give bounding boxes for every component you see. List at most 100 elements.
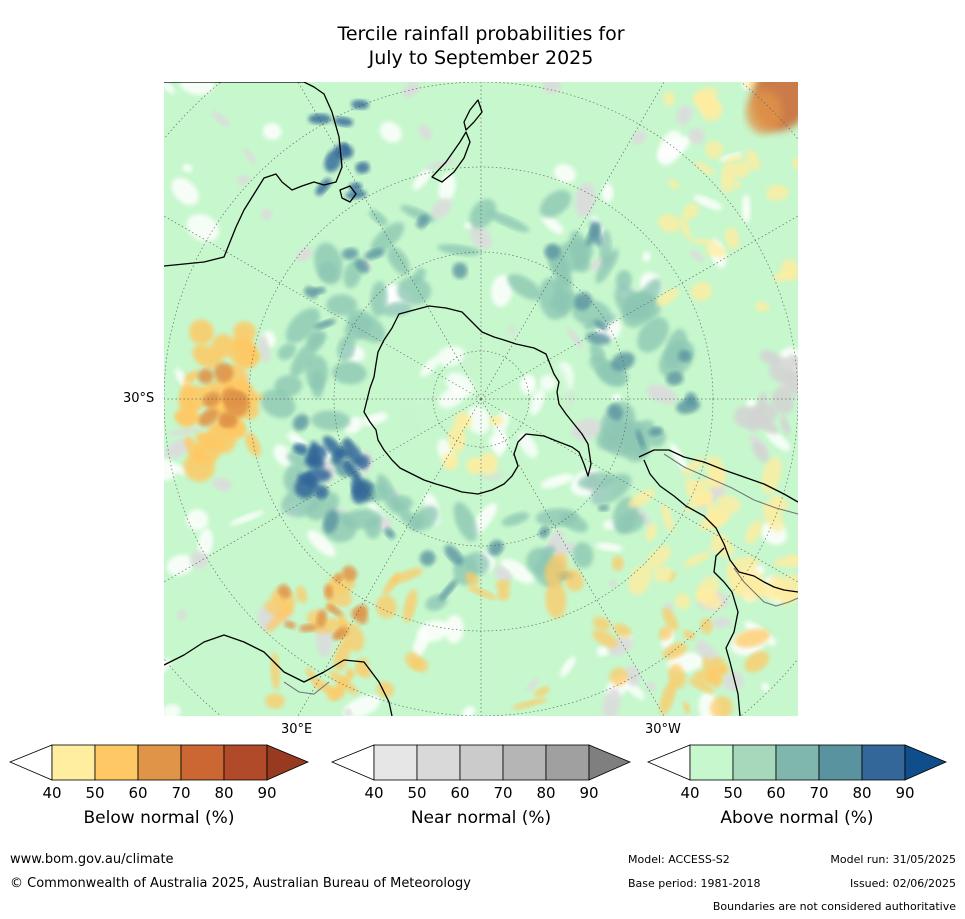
probability-patch <box>538 526 550 539</box>
probability-patch <box>534 686 550 697</box>
probability-patch <box>315 679 334 694</box>
probability-patch <box>761 682 770 692</box>
probability-patch <box>413 505 439 531</box>
probability-patch <box>545 580 567 619</box>
probability-patch <box>663 91 675 106</box>
probability-patch <box>539 190 572 218</box>
colorbar-tick: 40 <box>680 784 700 802</box>
probability-patch <box>488 415 504 426</box>
probability-patch <box>176 609 188 621</box>
probability-patch <box>733 161 751 179</box>
probability-patch <box>491 274 513 307</box>
probability-patch <box>311 410 351 431</box>
colorbar-tick: 90 <box>579 784 599 802</box>
probability-patch <box>693 195 723 210</box>
probability-patch <box>425 159 456 170</box>
probability-patch <box>724 227 740 249</box>
probability-patch <box>645 545 672 570</box>
probability-patch <box>539 374 556 391</box>
probability-patch <box>361 412 389 426</box>
probability-patch <box>232 321 256 344</box>
probability-patch <box>574 182 596 218</box>
probability-patch <box>444 614 464 644</box>
probability-patch <box>566 328 584 349</box>
probability-patch <box>635 278 662 313</box>
colorbar-low-extension <box>330 744 375 781</box>
probability-patch <box>611 555 624 571</box>
probability-patch <box>705 244 727 258</box>
probability-patch <box>695 161 715 176</box>
colorbar-swatch <box>373 744 418 781</box>
probability-patch <box>351 604 368 620</box>
probability-patch <box>417 620 450 643</box>
colorbar-swatch <box>545 744 590 781</box>
model-run-date: Model run: 31/05/2025 <box>830 853 956 866</box>
probability-patch <box>387 246 410 275</box>
probability-patch <box>375 595 397 619</box>
probability-patch <box>694 93 719 112</box>
colorbar-swatch <box>51 744 96 781</box>
probability-patch <box>689 249 704 262</box>
probability-patch <box>442 451 459 471</box>
probability-patch <box>467 585 497 600</box>
probability-patch <box>323 435 343 458</box>
latitude-circle-60s <box>333 251 629 547</box>
probability-patch <box>171 177 199 206</box>
boundaries-disclaimer: Boundaries are not considered authoritat… <box>712 900 956 913</box>
probability-patch <box>430 198 452 219</box>
probability-patch <box>614 283 643 320</box>
probability-patch <box>314 242 343 285</box>
probability-patch <box>192 344 222 370</box>
probability-patch <box>402 82 420 98</box>
website-link[interactable]: www.bom.gov.au/climate <box>10 852 174 867</box>
probability-patch <box>738 569 765 593</box>
probability-patches <box>164 82 798 716</box>
map-title: Tercile rainfall probabilities for July … <box>164 22 798 70</box>
colorbar-above-normal-swatches <box>646 744 948 781</box>
probability-patch <box>542 215 564 235</box>
probability-patch <box>469 224 492 250</box>
probability-patch <box>507 274 542 301</box>
country-borders <box>283 453 798 695</box>
probability-patch <box>500 558 534 584</box>
probability-patch <box>720 161 737 193</box>
probability-patch <box>258 335 271 363</box>
probability-patch <box>628 489 655 508</box>
probability-patch <box>370 222 405 254</box>
probability-patch <box>324 584 334 600</box>
probability-patch <box>370 281 388 317</box>
meridian-120w <box>480 215 798 400</box>
probability-patch <box>245 432 261 457</box>
probability-patch <box>377 473 400 514</box>
probability-patch <box>595 542 623 552</box>
probability-patch <box>658 214 681 233</box>
probability-patch <box>755 301 770 312</box>
meridian-30e <box>297 398 482 716</box>
probability-patch <box>324 149 342 173</box>
probability-patch <box>674 593 691 610</box>
australia-coastline <box>164 82 343 267</box>
probability-patch <box>466 457 483 475</box>
argentina-border <box>733 567 798 607</box>
base-period: Base period: 1981-2018 <box>628 877 761 890</box>
probability-patch <box>305 355 329 390</box>
probability-patch <box>168 427 203 436</box>
colorbar-above-normal <box>646 744 948 782</box>
probability-patch <box>642 251 651 263</box>
probability-patch <box>488 540 504 556</box>
probability-patch <box>420 356 439 377</box>
probability-patch <box>710 657 727 675</box>
colorbar-tick: 60 <box>450 784 470 802</box>
colorbar-high-extension <box>266 744 310 781</box>
meridian-30w <box>480 398 665 716</box>
probability-patch <box>722 671 744 691</box>
colorbar-swatch <box>689 744 734 781</box>
probability-patch <box>597 505 610 512</box>
probability-patch <box>342 695 381 716</box>
probability-patch <box>574 292 592 311</box>
probability-patch <box>310 330 327 345</box>
probability-patch <box>416 214 430 229</box>
probability-patch <box>189 319 214 345</box>
colorbar-near-normal-swatches <box>330 744 632 781</box>
probability-patch <box>734 180 742 190</box>
